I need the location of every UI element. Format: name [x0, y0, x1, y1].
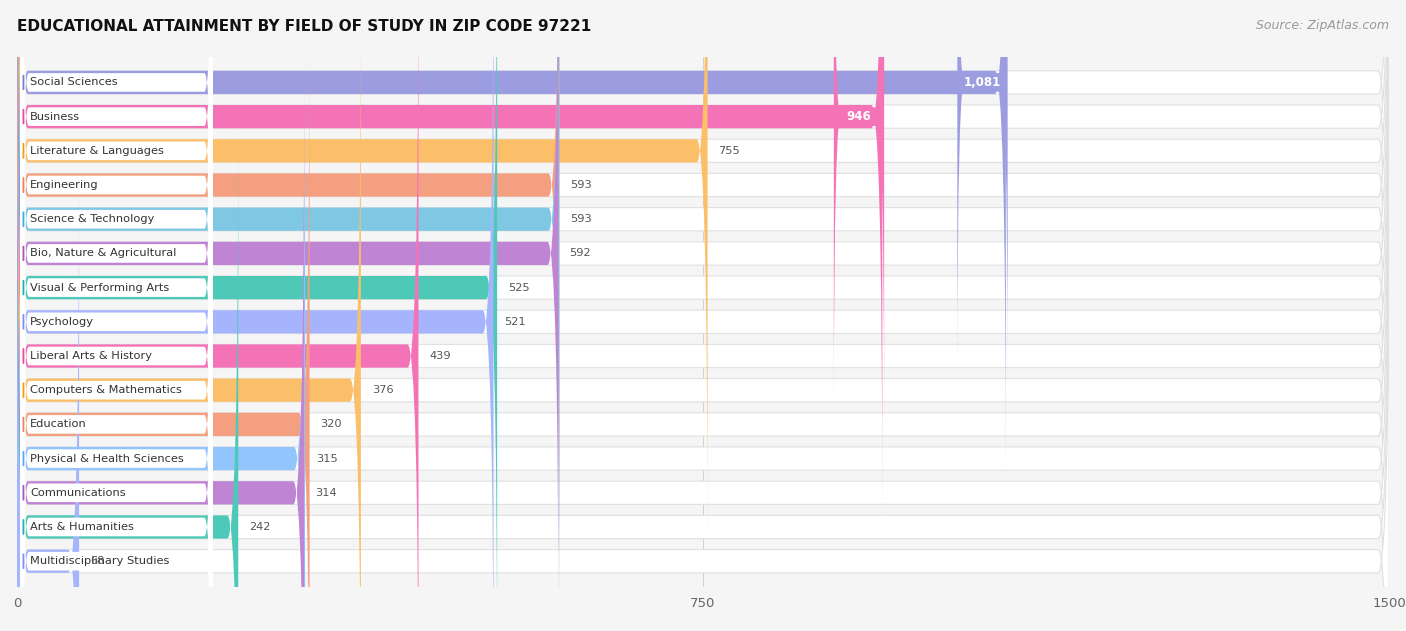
- Text: 593: 593: [571, 180, 592, 190]
- FancyBboxPatch shape: [17, 0, 1005, 481]
- FancyBboxPatch shape: [21, 0, 212, 586]
- Text: Science & Technology: Science & Technology: [30, 214, 155, 224]
- FancyBboxPatch shape: [21, 0, 212, 552]
- FancyBboxPatch shape: [17, 0, 1389, 631]
- FancyBboxPatch shape: [17, 0, 1389, 631]
- Text: Visual & Performing Arts: Visual & Performing Arts: [30, 283, 169, 293]
- Text: 593: 593: [571, 214, 592, 224]
- FancyBboxPatch shape: [21, 57, 212, 631]
- FancyBboxPatch shape: [17, 0, 498, 631]
- FancyBboxPatch shape: [17, 128, 238, 631]
- FancyBboxPatch shape: [17, 0, 560, 618]
- Text: 946: 946: [846, 110, 872, 123]
- FancyBboxPatch shape: [17, 0, 707, 550]
- FancyBboxPatch shape: [17, 94, 1389, 631]
- Text: 242: 242: [249, 522, 270, 532]
- FancyBboxPatch shape: [17, 0, 1389, 631]
- FancyBboxPatch shape: [21, 0, 212, 517]
- FancyBboxPatch shape: [17, 0, 1389, 618]
- Text: 592: 592: [569, 249, 591, 259]
- FancyBboxPatch shape: [17, 26, 1389, 631]
- Text: 68: 68: [90, 556, 104, 566]
- FancyBboxPatch shape: [17, 60, 1389, 631]
- Text: Communications: Communications: [30, 488, 125, 498]
- FancyBboxPatch shape: [21, 194, 212, 631]
- FancyBboxPatch shape: [17, 0, 419, 631]
- FancyBboxPatch shape: [17, 0, 1389, 631]
- Text: 755: 755: [718, 146, 741, 156]
- Text: Source: ZipAtlas.com: Source: ZipAtlas.com: [1256, 19, 1389, 32]
- FancyBboxPatch shape: [17, 162, 1389, 631]
- Text: 521: 521: [505, 317, 526, 327]
- FancyBboxPatch shape: [17, 0, 361, 631]
- FancyBboxPatch shape: [17, 0, 558, 631]
- Text: 314: 314: [315, 488, 336, 498]
- FancyBboxPatch shape: [21, 91, 212, 631]
- FancyBboxPatch shape: [17, 0, 883, 516]
- FancyBboxPatch shape: [834, 0, 884, 415]
- FancyBboxPatch shape: [21, 160, 212, 631]
- Text: Arts & Humanities: Arts & Humanities: [30, 522, 134, 532]
- FancyBboxPatch shape: [21, 228, 212, 631]
- FancyBboxPatch shape: [21, 0, 212, 415]
- FancyBboxPatch shape: [17, 0, 494, 631]
- FancyBboxPatch shape: [17, 60, 305, 631]
- FancyBboxPatch shape: [17, 0, 1389, 481]
- FancyBboxPatch shape: [17, 0, 560, 584]
- Text: Liberal Arts & History: Liberal Arts & History: [30, 351, 152, 361]
- Text: 439: 439: [429, 351, 451, 361]
- FancyBboxPatch shape: [17, 94, 304, 631]
- Text: 315: 315: [316, 454, 337, 464]
- Text: 320: 320: [321, 420, 342, 430]
- Text: Literature & Languages: Literature & Languages: [30, 146, 165, 156]
- Text: Multidisciplinary Studies: Multidisciplinary Studies: [30, 556, 170, 566]
- FancyBboxPatch shape: [21, 126, 212, 631]
- FancyBboxPatch shape: [17, 0, 1389, 584]
- FancyBboxPatch shape: [17, 0, 1389, 516]
- Text: Engineering: Engineering: [30, 180, 98, 190]
- FancyBboxPatch shape: [21, 0, 212, 449]
- FancyBboxPatch shape: [17, 162, 79, 631]
- FancyBboxPatch shape: [17, 128, 1389, 631]
- Text: Computers & Mathematics: Computers & Mathematics: [30, 385, 181, 395]
- FancyBboxPatch shape: [17, 26, 309, 631]
- Text: 376: 376: [371, 385, 394, 395]
- FancyBboxPatch shape: [17, 0, 1389, 631]
- Text: Physical & Health Sciences: Physical & Health Sciences: [30, 454, 184, 464]
- Text: Social Sciences: Social Sciences: [30, 78, 118, 88]
- Text: Education: Education: [30, 420, 87, 430]
- Text: Business: Business: [30, 112, 80, 122]
- Text: 525: 525: [508, 283, 530, 293]
- FancyBboxPatch shape: [17, 0, 1389, 550]
- FancyBboxPatch shape: [21, 0, 212, 483]
- Text: Psychology: Psychology: [30, 317, 94, 327]
- Text: 1,081: 1,081: [965, 76, 1001, 89]
- Text: EDUCATIONAL ATTAINMENT BY FIELD OF STUDY IN ZIP CODE 97221: EDUCATIONAL ATTAINMENT BY FIELD OF STUDY…: [17, 19, 591, 34]
- FancyBboxPatch shape: [957, 0, 1008, 381]
- FancyBboxPatch shape: [21, 0, 212, 381]
- Text: Bio, Nature & Agricultural: Bio, Nature & Agricultural: [30, 249, 176, 259]
- FancyBboxPatch shape: [21, 262, 212, 631]
- FancyBboxPatch shape: [21, 23, 212, 620]
